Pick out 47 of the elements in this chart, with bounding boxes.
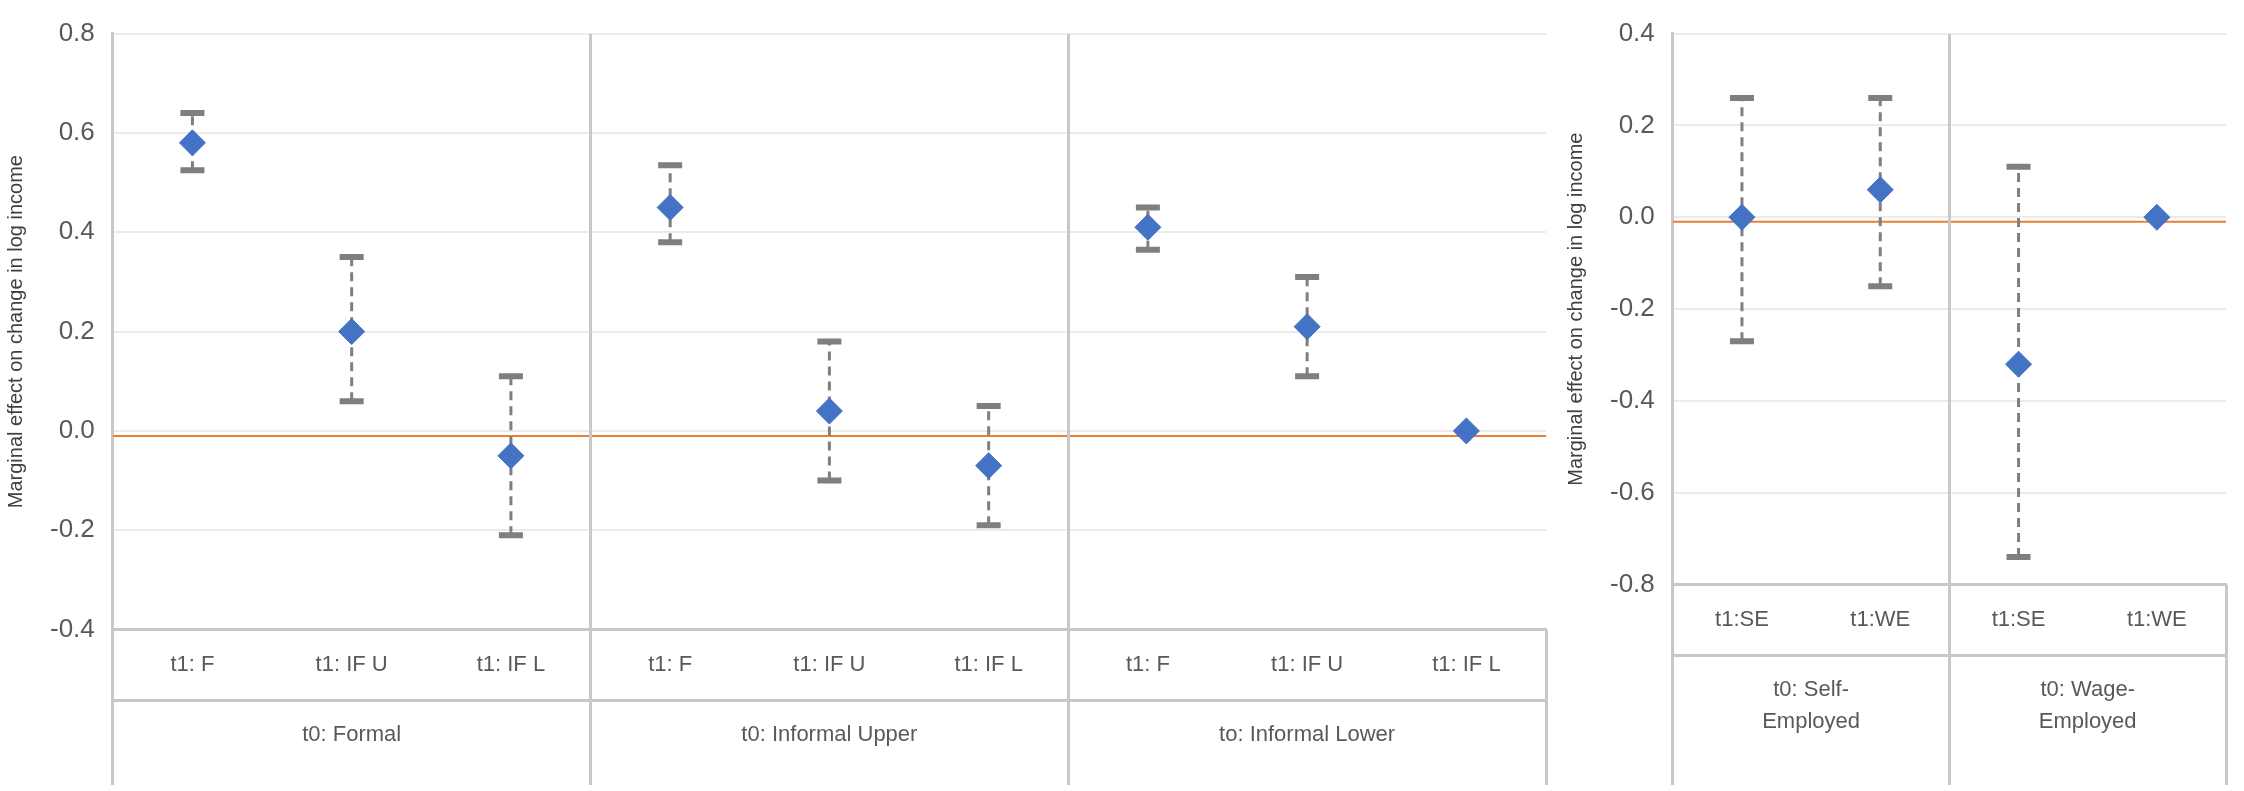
y-tick-label: 0.8	[58, 16, 95, 47]
text: t0: Self-Employed	[1761, 675, 1861, 735]
y-tick-label: 0.2	[58, 314, 95, 345]
y-axis-title: Marginal effect on change in log income	[3, 155, 26, 509]
point	[1866, 176, 1894, 204]
y-tick-label: -0.6	[1609, 475, 1655, 506]
point	[1293, 313, 1321, 341]
point	[1728, 203, 1756, 231]
y-tick-label: 0.6	[58, 116, 95, 147]
point	[1134, 213, 1162, 241]
x-tick-label: t1:WE	[1850, 605, 1911, 631]
y-tick-label: -0.2	[49, 513, 95, 544]
y-tick-label: 0.0	[58, 414, 95, 445]
y-tick-label: -0.4	[1609, 384, 1655, 415]
y-tick-label: 0.2	[1618, 108, 1655, 139]
point	[178, 129, 206, 157]
x-tick-label: t1: F	[170, 650, 215, 676]
text: t0: Informal Upper	[740, 720, 919, 748]
y-tick-label: 0.4	[1618, 16, 1655, 47]
point	[2143, 203, 2171, 231]
x-tick-label: t1:SE	[1991, 605, 2046, 631]
text: t0: Formal	[301, 720, 403, 748]
point	[497, 442, 525, 470]
x-tick-label: t1: IF U	[793, 650, 866, 676]
point	[975, 452, 1003, 480]
point	[815, 397, 843, 425]
x-tick-label: t1: IF U	[315, 650, 388, 676]
x-tick-label: t1:SE	[1715, 605, 1769, 631]
text: t0: Wage-Employed	[2037, 675, 2138, 735]
y-tick-label: -0.8	[1609, 567, 1655, 598]
y-tick-label: 0.4	[58, 215, 95, 246]
x-tick-label: t1: F	[1125, 650, 1170, 676]
x-tick-label: t1: IF L	[476, 650, 546, 676]
x-tick-label: t1: IF U	[1271, 650, 1344, 676]
y-tick-label: -0.2	[1609, 292, 1655, 323]
x-tick-label: t1: IF L	[1432, 650, 1501, 676]
x-tick-label: t1: IF L	[954, 650, 1023, 676]
point	[656, 193, 684, 221]
text: to: Informal Lower	[1218, 720, 1397, 748]
point	[338, 318, 366, 346]
y-axis-title: Marginal effect on change in log income	[1563, 132, 1586, 486]
y-tick-label: -0.4	[49, 612, 95, 643]
y-tick-label: 0.0	[1618, 200, 1655, 231]
x-tick-label: t1: F	[648, 650, 693, 676]
point	[1452, 417, 1480, 445]
point	[2005, 350, 2033, 378]
x-tick-label: t1:WE	[2126, 605, 2187, 631]
